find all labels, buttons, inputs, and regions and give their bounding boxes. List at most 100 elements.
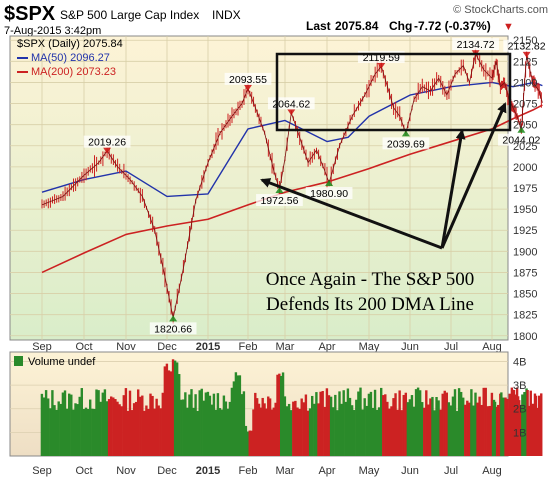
volume-bar <box>272 407 275 456</box>
arrow-to-aug-test <box>440 102 507 249</box>
volume-bar <box>472 405 475 456</box>
volume-bar <box>250 430 253 456</box>
volume-tick-label: 1B <box>513 427 526 439</box>
volume-bar <box>192 407 195 456</box>
volume-bar <box>369 391 373 456</box>
chart-datetime: 7-Aug-2015 3:42pm <box>4 25 101 37</box>
volume-bar <box>377 407 381 456</box>
price-label: 2132.82 <box>508 41 546 53</box>
ticker-symbol: $SPX <box>4 3 56 25</box>
volume-bar <box>186 407 189 456</box>
volume-bar <box>421 402 424 456</box>
volume-bar <box>355 399 358 456</box>
volume-bar <box>208 395 212 456</box>
volume-bar <box>212 393 216 456</box>
volume-bar <box>336 410 339 456</box>
price-marker <box>103 147 112 154</box>
legend-price: $SPX (Daily) 2075.84 <box>17 38 123 50</box>
volume-bar <box>137 389 140 456</box>
volume-bar <box>294 400 297 456</box>
volume-bar <box>353 410 356 456</box>
volume-bar <box>93 408 96 456</box>
time-tick-label: May <box>359 465 380 477</box>
trading-range-box <box>275 52 512 132</box>
volume-bar <box>145 405 148 456</box>
volume-bar <box>68 393 71 456</box>
price-label: 2044.02 <box>502 135 540 147</box>
volume-bar <box>230 387 234 456</box>
volume-bar <box>165 363 169 456</box>
price-label-bg <box>83 135 131 148</box>
volume-bar <box>216 393 220 456</box>
volume-bar <box>134 401 138 456</box>
volume-bar <box>396 409 399 456</box>
time-tick-label: Feb <box>239 465 258 477</box>
volume-bar <box>392 398 395 456</box>
volume-label: Volume undef <box>28 356 96 368</box>
volume-bar <box>388 408 391 456</box>
volume-bar <box>398 390 401 456</box>
volume-bar <box>433 410 436 456</box>
price-tick-label: 1975 <box>513 183 537 195</box>
volume-bar <box>80 388 83 456</box>
volume-bar <box>276 374 279 456</box>
volume-bar <box>206 391 210 456</box>
volume-bar <box>298 408 301 456</box>
volume-bar <box>464 404 467 456</box>
volume-bar <box>218 408 222 456</box>
price-label: 2039.69 <box>387 138 425 150</box>
volume-bar <box>151 395 154 456</box>
volume-bar <box>202 400 205 456</box>
volume-bar <box>257 403 261 456</box>
volume-bar <box>423 407 426 456</box>
volume-bar <box>412 406 416 456</box>
volume-bar <box>248 430 251 456</box>
volume-bar <box>384 394 387 456</box>
price-label-bg <box>267 97 315 110</box>
price-label: 2134.72 <box>457 39 495 51</box>
volume-bar <box>240 394 244 456</box>
price-tick-label: 1875 <box>513 267 537 279</box>
volume-bar <box>157 405 160 456</box>
volume-bar <box>478 396 481 456</box>
volume-tick-label: 3B <box>513 380 526 392</box>
volume-bar <box>222 395 226 456</box>
volume-bar <box>132 403 136 456</box>
last-label: Last <box>306 19 331 33</box>
volume-bar <box>338 391 341 456</box>
volume-bar <box>394 393 397 456</box>
volume-bar <box>246 431 250 456</box>
volume-bar <box>373 389 377 456</box>
time-tick-label: Oct <box>75 341 92 353</box>
price-callout: 1820.66 <box>149 315 197 335</box>
volume-bar <box>263 403 266 456</box>
volume-bar <box>350 405 354 456</box>
price-tick-label: 2150 <box>513 35 537 47</box>
volume-bar <box>238 375 242 456</box>
price-callout: 2134.72 <box>452 38 499 57</box>
price-label: 1820.66 <box>154 323 192 335</box>
volume-bar <box>425 390 428 456</box>
volume-bar <box>380 387 383 456</box>
volume-bar <box>334 394 337 456</box>
volume-bar <box>226 408 230 456</box>
annotation-line2: Defends Its 200 DMA Line <box>266 294 474 315</box>
price-tick-label: 2100 <box>513 77 537 89</box>
price-label-bg <box>503 39 550 52</box>
volume-bar <box>242 391 246 456</box>
volume-bar <box>143 410 146 456</box>
volume-bar <box>114 399 117 456</box>
price-marker <box>275 187 284 194</box>
time-tick-label: May <box>359 341 380 353</box>
volume-bar <box>540 393 543 456</box>
price-close-line <box>41 53 543 319</box>
volume-bar <box>313 403 316 456</box>
volume-bar <box>270 409 274 456</box>
annotation-arrows <box>260 102 507 250</box>
price-marker <box>169 315 178 322</box>
price-tick-label: 1950 <box>513 204 537 216</box>
price-label: 2064.62 <box>272 98 310 110</box>
volume-bar <box>61 392 65 456</box>
price-label-bg <box>256 194 303 207</box>
time-tick-label: Apr <box>318 465 335 477</box>
